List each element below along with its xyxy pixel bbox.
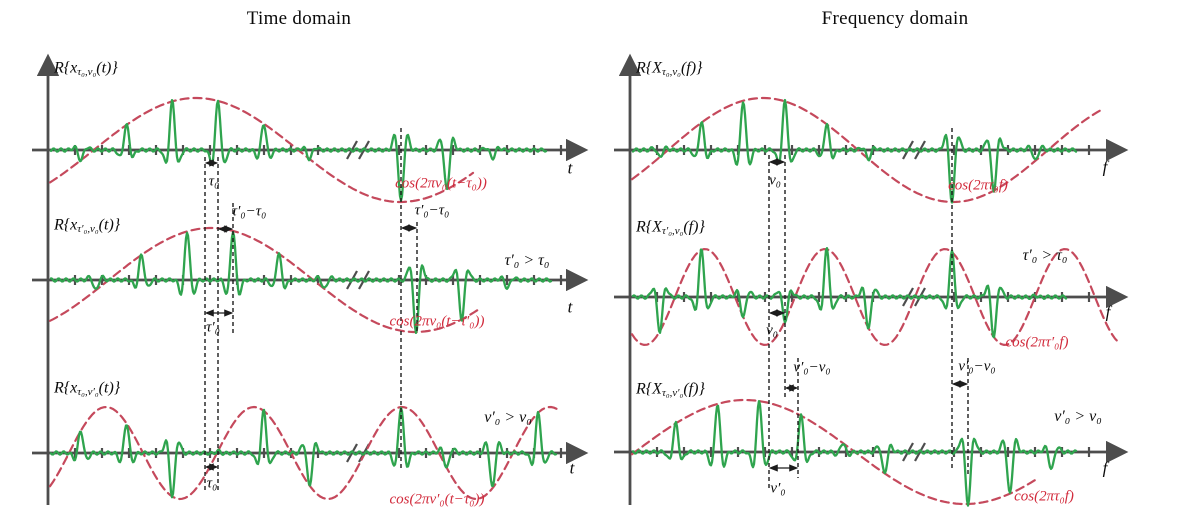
cosine-envelope-curve bbox=[48, 405, 562, 501]
cosine-envelope-curve bbox=[630, 247, 1120, 347]
panel-freq-2 bbox=[614, 247, 1129, 347]
cosine-envelope-curve bbox=[630, 398, 1039, 506]
axis-break-slash bbox=[914, 442, 926, 462]
axis-break-slash bbox=[358, 140, 370, 160]
signal-spike-train bbox=[49, 98, 548, 202]
title-frequency-domain: Frequency domain bbox=[821, 8, 969, 29]
signal-spike-train bbox=[631, 399, 1078, 507]
panel-freq-3 bbox=[614, 398, 1129, 507]
signal-spike-train bbox=[49, 231, 553, 335]
signal-spike-train bbox=[49, 406, 558, 499]
title-time-domain: Time domain bbox=[246, 8, 352, 29]
panel-freq-1 bbox=[614, 96, 1129, 204]
panel-time-3 bbox=[32, 405, 589, 501]
cosine-envelope-curve bbox=[48, 96, 475, 204]
panel-time-2 bbox=[32, 226, 589, 335]
panel-time-1 bbox=[32, 96, 589, 204]
axis-break-slash bbox=[346, 443, 358, 463]
signal-spike-train bbox=[631, 247, 1068, 339]
diagram-geometry bbox=[32, 53, 1129, 507]
signal-spike-train bbox=[631, 98, 1078, 204]
